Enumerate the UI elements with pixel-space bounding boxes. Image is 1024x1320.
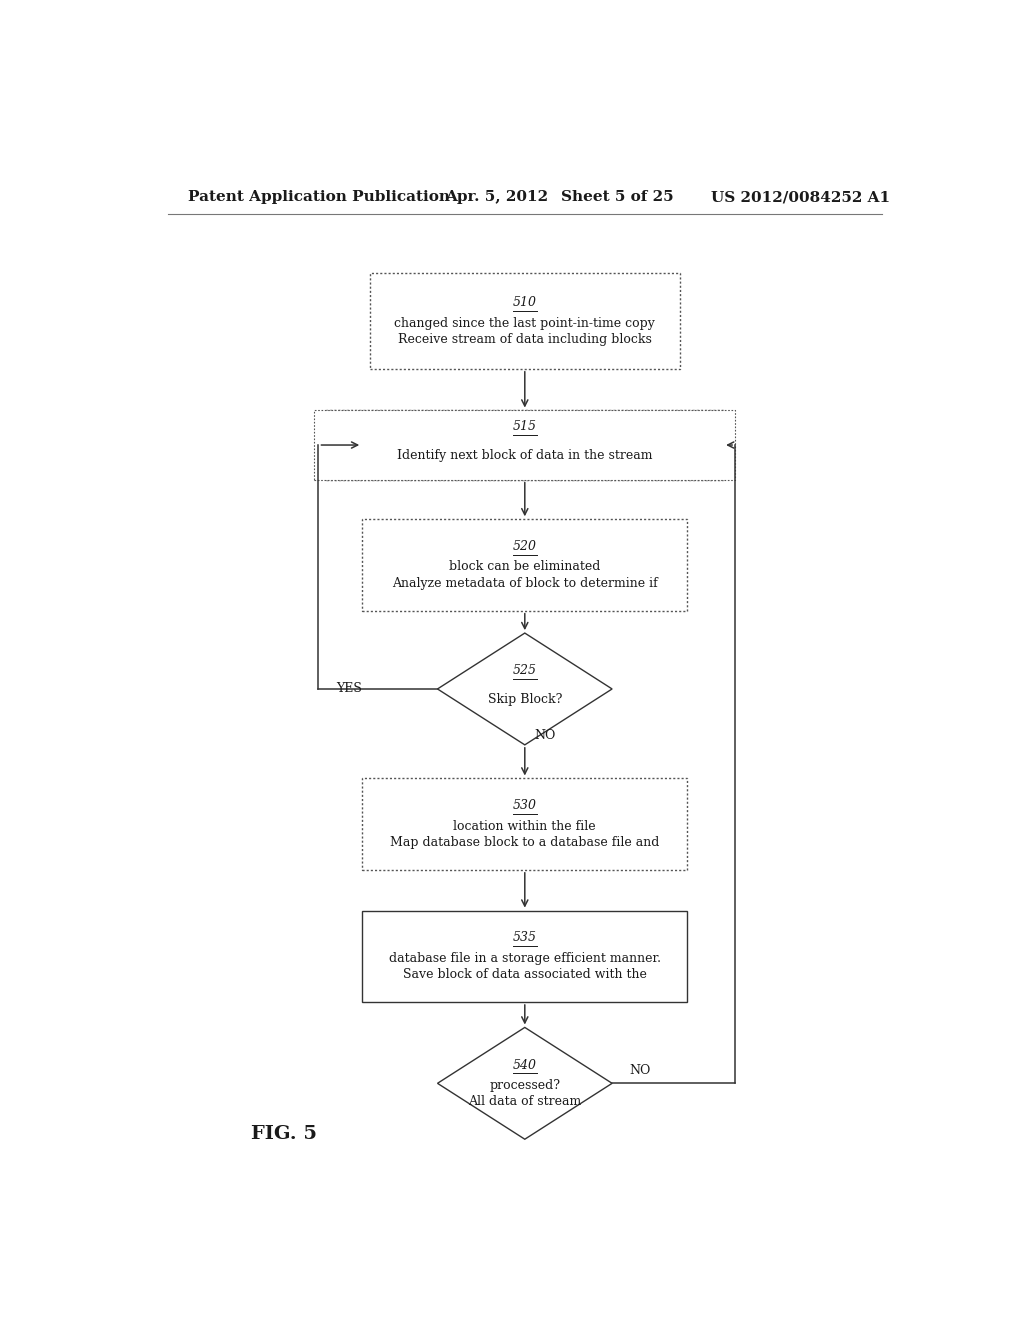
Text: 510: 510 — [513, 296, 537, 309]
Text: Save block of data associated with the: Save block of data associated with the — [402, 968, 647, 981]
Text: Patent Application Publication: Patent Application Publication — [187, 190, 450, 205]
Text: location within the file: location within the file — [454, 820, 596, 833]
Bar — [314, 411, 735, 479]
Text: Apr. 5, 2012: Apr. 5, 2012 — [445, 190, 549, 205]
Text: changed since the last point-in-time copy: changed since the last point-in-time cop… — [394, 317, 655, 330]
Bar — [362, 519, 687, 611]
Text: YES: YES — [336, 682, 362, 696]
Text: All data of stream: All data of stream — [468, 1096, 582, 1107]
Polygon shape — [437, 1027, 612, 1139]
Text: 540: 540 — [513, 1059, 537, 1072]
Text: Sheet 5 of 25: Sheet 5 of 25 — [560, 190, 673, 205]
Bar — [362, 779, 687, 870]
Text: 515: 515 — [513, 420, 537, 433]
Text: FIG. 5: FIG. 5 — [251, 1125, 317, 1143]
Text: NO: NO — [535, 729, 556, 742]
Text: 525: 525 — [513, 664, 537, 677]
Text: 530: 530 — [513, 800, 537, 812]
Bar — [327, 411, 723, 479]
Polygon shape — [437, 634, 612, 744]
Bar — [362, 911, 687, 1002]
Bar — [370, 273, 680, 370]
Text: Identify next block of data in the stream: Identify next block of data in the strea… — [397, 449, 652, 462]
Text: US 2012/0084252 A1: US 2012/0084252 A1 — [712, 190, 891, 205]
Text: NO: NO — [630, 1064, 651, 1077]
Text: 535: 535 — [513, 932, 537, 945]
Text: Receive stream of data including blocks: Receive stream of data including blocks — [398, 333, 651, 346]
Text: Map database block to a database file and: Map database block to a database file an… — [390, 836, 659, 849]
Text: block can be eliminated: block can be eliminated — [450, 561, 600, 573]
Text: Skip Block?: Skip Block? — [487, 693, 562, 706]
Text: processed?: processed? — [489, 1078, 560, 1092]
Text: 520: 520 — [513, 540, 537, 553]
Text: Analyze metadata of block to determine if: Analyze metadata of block to determine i… — [392, 577, 657, 590]
Text: database file in a storage efficient manner.: database file in a storage efficient man… — [389, 952, 660, 965]
